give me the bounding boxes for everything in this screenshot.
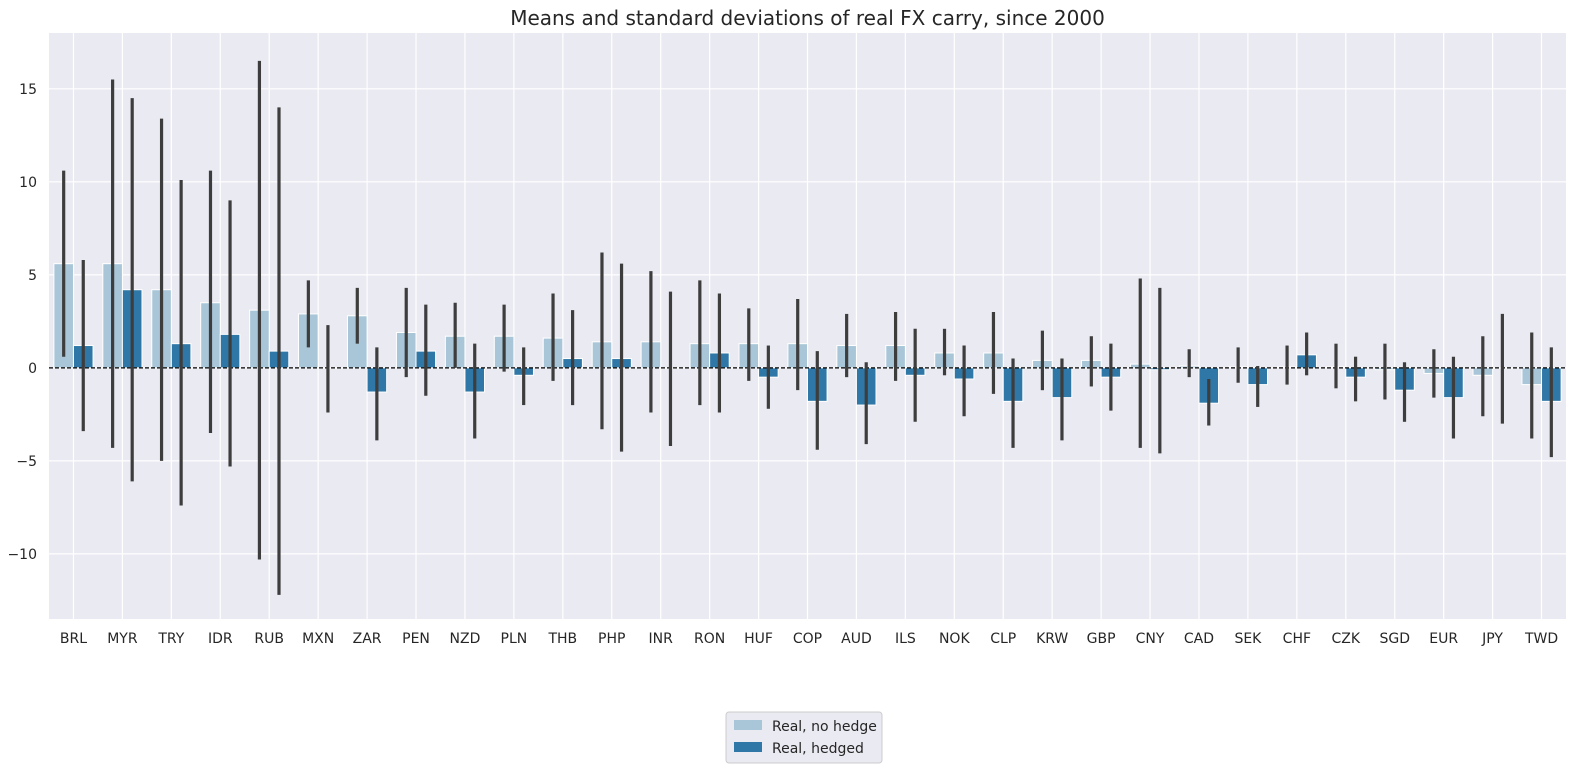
x-tick-label: KRW [1036,631,1068,647]
x-tick-label: GBP [1087,631,1116,647]
y-tick-label: −10 [7,547,37,563]
x-tick-label: HUF [744,631,773,647]
x-tick-label: AUD [841,631,872,647]
x-tick-label: COP [793,631,822,647]
x-tick-label: SEK [1234,631,1262,647]
x-tick-label: TWD [1524,631,1558,647]
y-tick-label: −5 [16,454,37,470]
x-tick-label: SGD [1379,631,1410,647]
x-tick-label: NOK [939,631,970,647]
x-tick-label: CAD [1184,631,1214,647]
x-tick-label: NZD [450,631,481,647]
legend-box [725,711,883,764]
x-tick-label: IDR [208,631,233,647]
x-tick-label: MXN [302,631,334,647]
x-tick-label: PEN [402,631,430,647]
x-tick-label: JPY [1481,631,1503,647]
x-tick-label: BRL [60,631,87,647]
legend-label-hedged: Real, hedged [772,741,864,757]
x-tick-label: CLP [990,631,1016,647]
x-tick-label: RUB [254,631,284,647]
x-tick-label: CHF [1283,631,1311,647]
x-tick-label: PLN [501,631,528,647]
y-tick-label: 0 [28,361,37,377]
x-axis: BRL MYR TRY IDR RUB MXN ZAR PEN NZD PLN THB PHP INR R… [60,631,1558,647]
x-tick-label: THB [547,631,577,647]
x-tick-label: RON [694,631,725,647]
x-tick-label: TRY [157,631,184,647]
x-tick-label: MYR [107,631,138,647]
legend-label-no-hedge: Real, no hedge [772,719,877,735]
y-axis: −10 −5 0 5 10 15 [7,82,37,563]
y-tick-label: 5 [28,268,37,284]
x-tick-label: CZK [1332,631,1361,647]
legend-swatch-no-hedge [734,720,762,730]
x-tick-label: EUR [1429,631,1458,647]
x-tick-label: CNY [1136,631,1165,647]
y-tick-label: 15 [19,82,37,98]
x-tick-label: PHP [598,631,625,647]
x-tick-label: ZAR [353,631,382,647]
chart-title: Means and standard deviations of real FX… [510,6,1105,30]
x-tick-label: INR [649,631,674,647]
legend[interactable]: Real, no hedge Real, hedged [725,711,883,764]
x-tick-label: ILS [895,631,916,647]
error-bars [62,60,1553,595]
y-tick-label: 10 [19,175,37,191]
legend-swatch-hedged [734,742,762,752]
